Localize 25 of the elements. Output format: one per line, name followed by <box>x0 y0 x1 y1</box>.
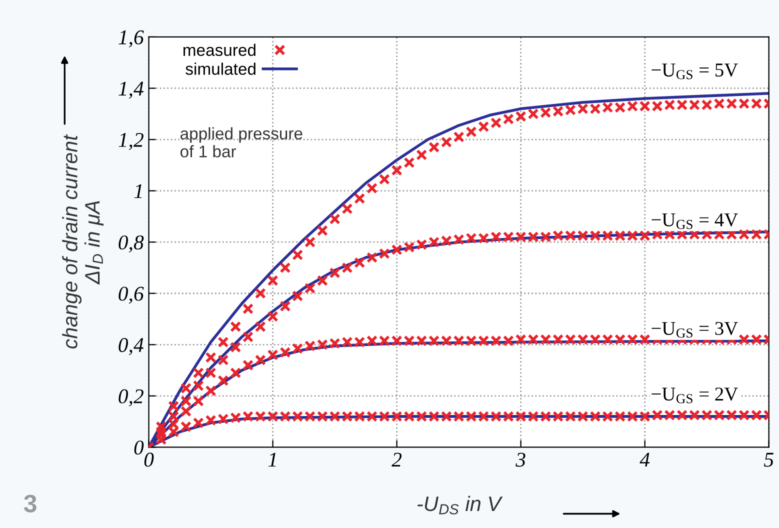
annotation: applied pressure of 1 bar <box>180 127 302 158</box>
x-tick-label: 0 <box>144 452 154 467</box>
x-tick-label: 4 <box>640 452 650 467</box>
y-axis-title: change of drain current ΔI$_{D}$ in μA <box>62 134 104 349</box>
y-tick-label: 1 <box>134 184 142 198</box>
annotation: −U$_{GS}$ = 4V <box>652 213 738 230</box>
text: 3 <box>24 494 36 512</box>
y-tick-label: 0 <box>134 440 144 455</box>
x-tick-label: 1 <box>268 452 276 467</box>
y-tick-label: 1,4 <box>118 82 144 99</box>
x-tick-label: 5 <box>764 452 774 467</box>
annotation: −U$_{GS}$ = 2V <box>652 388 738 404</box>
y-tick-label: 0,8 <box>118 235 144 253</box>
x-axis-title: -U$_{DS}$ in V <box>418 496 503 514</box>
legend-label: simulated <box>186 62 256 75</box>
legend-label: measured <box>184 44 256 56</box>
y-tick-label: 1,2 <box>118 132 144 150</box>
x-tick-label: 3 <box>516 452 526 467</box>
annotation: −U$_{GS}$ = 3V <box>652 322 738 338</box>
y-tick-label: 0,6 <box>118 286 144 304</box>
y-tick-label: 0,2 <box>118 389 144 406</box>
y-tick-label: 0,4 <box>118 338 144 356</box>
annotation: −U$_{GS}$ = 5V <box>652 64 738 80</box>
y-tick-label: 1,6 <box>118 30 144 48</box>
x-tick-label: 2 <box>392 452 402 467</box>
